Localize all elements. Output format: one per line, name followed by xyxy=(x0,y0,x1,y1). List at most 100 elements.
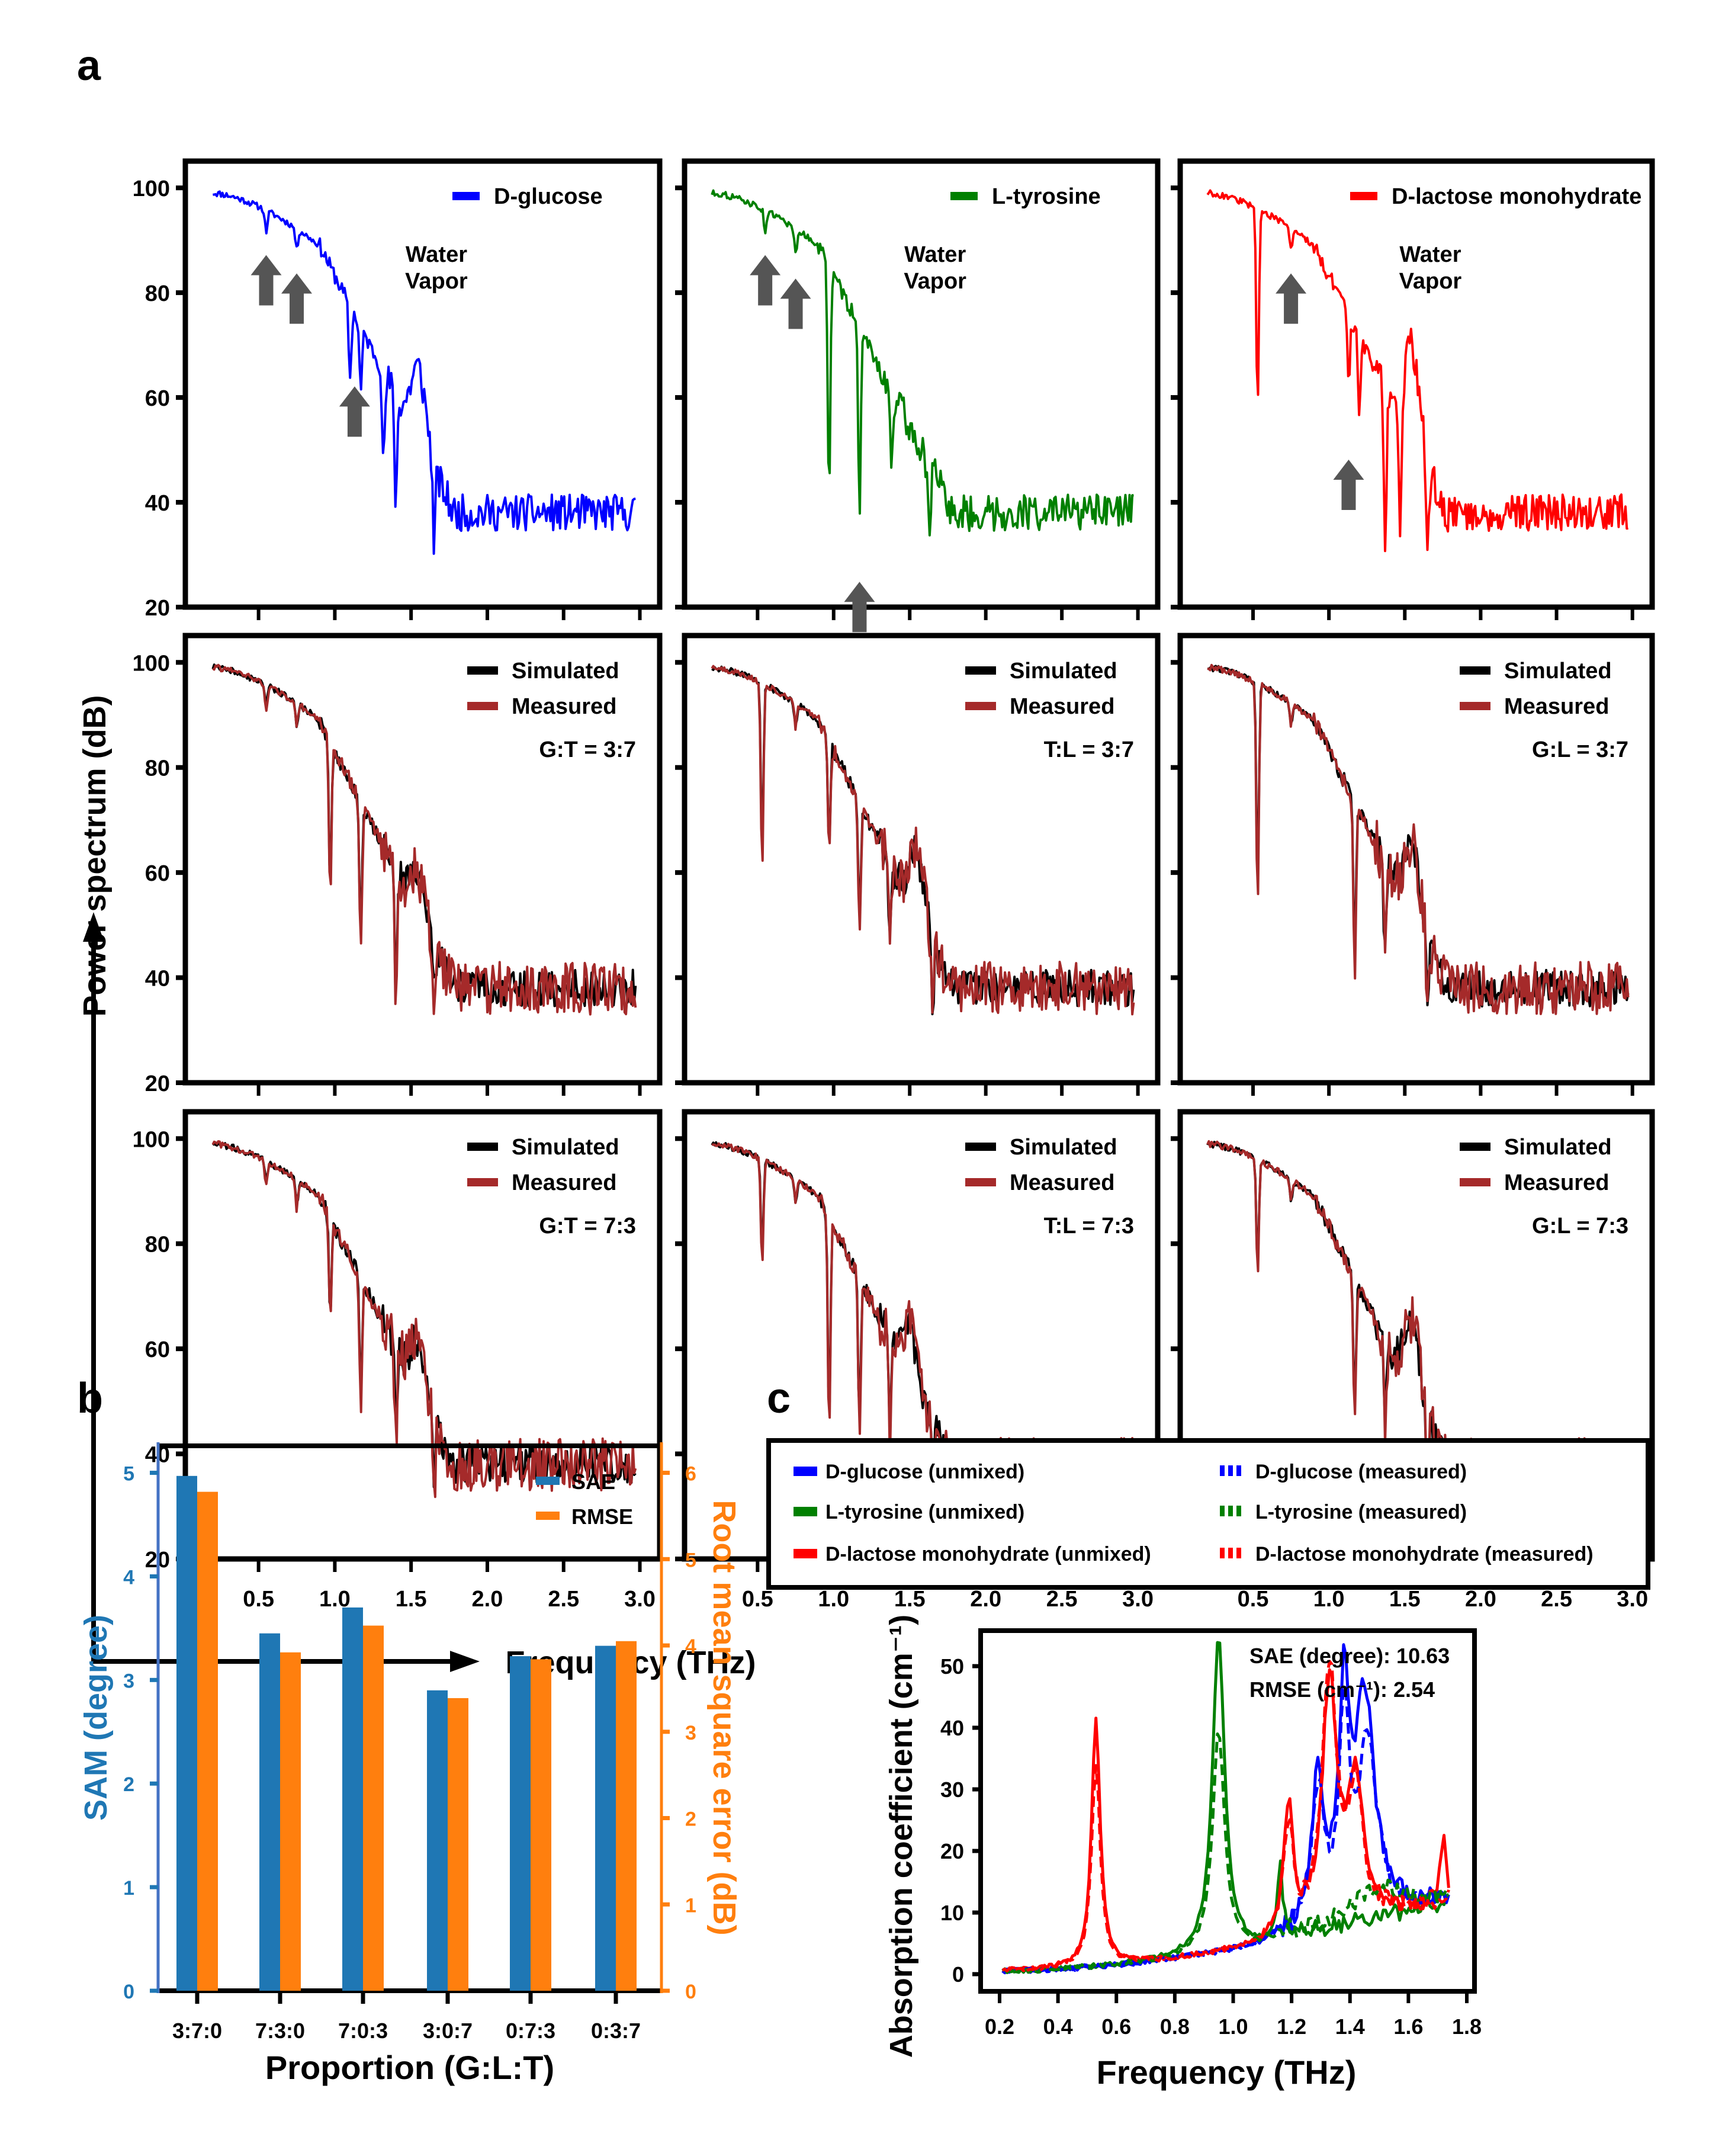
y-tick-label: 20 xyxy=(940,1839,964,1863)
spectrum-line xyxy=(213,190,636,555)
y-axis-label-right: Root mean square error (dB) xyxy=(706,1500,742,1935)
x-tick-label: 2.5 xyxy=(548,1587,579,1612)
mix-ratio-label: T:L = 7:3 xyxy=(1044,1214,1134,1239)
x-tick-label: 3:7:0 xyxy=(172,2019,222,2043)
y-tick-label: 40 xyxy=(145,967,170,992)
plot-frame xyxy=(682,633,1161,1086)
x-tick-label: 3:0:7 xyxy=(423,2019,473,2043)
legend-swatch-solid xyxy=(794,1507,817,1516)
legend-swatch-rmse xyxy=(536,1512,560,1520)
legend-label-simulated: Simulated xyxy=(1504,1135,1612,1160)
x-tick-label: 1.4 xyxy=(1335,2014,1365,2039)
legend-swatch-measured xyxy=(965,702,996,710)
x-tick-label: 1.5 xyxy=(1389,1587,1421,1612)
water-vapor-arrow-icon xyxy=(1276,273,1307,324)
x-tick-label: 1.2 xyxy=(1277,2014,1306,2039)
legend-swatch-measured xyxy=(467,702,498,710)
panel-label-a: a xyxy=(77,42,101,89)
x-tick-label: 0.5 xyxy=(243,1587,274,1612)
water-vapor-label: Vapor xyxy=(904,269,966,294)
x-tick-label: 0:7:3 xyxy=(506,2019,555,2043)
x-axis-label: Frequency (THz) xyxy=(1097,2054,1357,2091)
rmse-annotation: RMSE (cm⁻¹): 2.54 xyxy=(1249,1677,1435,1702)
y-tick-label-right: 1 xyxy=(685,1894,696,1917)
y-tick-label: 60 xyxy=(145,861,170,886)
mix-ratio-label: G:L = 7:3 xyxy=(1532,1214,1628,1239)
panel-c-chart: D-glucose (unmixed) L-tyrosine (unmixed) D… xyxy=(766,1438,1650,2091)
x-tick-label: 0.2 xyxy=(985,2014,1014,2039)
x-tick-label: 3.0 xyxy=(624,1587,656,1612)
y-tick-label-left: 2 xyxy=(123,1773,134,1796)
legend-swatch-measured xyxy=(965,1178,996,1186)
panel-label-b: b xyxy=(77,1375,103,1422)
y-tick-label-left: 1 xyxy=(123,1877,134,1900)
x-tick-label: 2.0 xyxy=(472,1587,503,1612)
x-tick-label: 0.4 xyxy=(1043,2014,1073,2039)
spectrum-line xyxy=(711,189,1134,537)
y-axis-label-left: SAM (degree) xyxy=(78,1615,114,1821)
plot-frame xyxy=(1177,633,1655,1086)
y-tick-label-right: 3 xyxy=(685,1722,696,1744)
legend-swatch-dashed xyxy=(1228,1465,1233,1476)
x-tick-label: 1.0 xyxy=(1313,1587,1345,1612)
legend-label-simulated: Simulated xyxy=(1504,659,1612,684)
panel-b-chart: 0 1 2 3 4 5 0 1 2 3 4 5 6 3:7:0 7:3:0 7:0:3 3:0:7 0:7:3 0:… xyxy=(78,1442,742,2086)
water-vapor-arrow-icon xyxy=(750,255,781,306)
mix-ratio-label: T:L = 3:7 xyxy=(1044,737,1134,762)
legend-swatch-measured xyxy=(467,1178,498,1186)
x-tick-label: 7:0:3 xyxy=(338,2019,388,2043)
measured-line xyxy=(211,1140,637,1499)
y-tick-label: 80 xyxy=(145,281,170,306)
panel-a-y-arrow xyxy=(83,912,104,1663)
plot-frame xyxy=(182,158,663,610)
x-tick-label: 0.6 xyxy=(1101,2014,1131,2039)
legend-swatch-dashed xyxy=(1228,1548,1233,1558)
legend-swatch-simulated xyxy=(467,1143,498,1151)
x-tick-label: 0.8 xyxy=(1160,2014,1190,2039)
y-tick-label: 80 xyxy=(145,756,170,781)
legend-label: D-glucose xyxy=(494,184,603,209)
legend-label-measured: Measured xyxy=(1010,694,1114,719)
bar-rmse xyxy=(280,1652,301,1991)
legend-swatch-simulated xyxy=(965,666,996,675)
plot-frame xyxy=(182,1109,663,1562)
legend-label-measured: Measured xyxy=(512,1170,616,1195)
y-tick-label: 10 xyxy=(940,1901,964,1925)
y-tick-label: 30 xyxy=(940,1778,964,1802)
y-tick-label: 20 xyxy=(145,1071,170,1096)
measured-line xyxy=(711,665,1135,1016)
water-vapor-arrow-icon xyxy=(339,386,370,437)
mix-ratio-label: G:L = 3:7 xyxy=(1532,737,1628,762)
water-vapor-arrow-icon xyxy=(1333,459,1364,510)
y-tick-label: 60 xyxy=(145,386,170,411)
x-tick-label: 7:3:0 xyxy=(255,2019,305,2043)
spectrum-panel-1-0: 20 40 60 80 100 Simulated Measured G:T = 3:7 xyxy=(133,633,663,1096)
legend-label-measured: Measured xyxy=(1010,1170,1114,1195)
x-axis-label: Proportion (G:L:T) xyxy=(265,2049,554,2086)
legend-swatch-dashed xyxy=(1236,1465,1241,1476)
y-tick-label-left: 5 xyxy=(123,1463,134,1486)
x-tick-label: 2.5 xyxy=(1541,1587,1572,1612)
mix-ratio-label: G:T = 7:3 xyxy=(539,1214,636,1239)
x-tick-label: 1.5 xyxy=(894,1587,926,1612)
legend-swatch-simulated xyxy=(1460,1143,1490,1151)
measured-line xyxy=(212,663,637,1016)
legend-label: L-tyrosine (measured) xyxy=(1255,1501,1467,1523)
y-tick-label-left: 4 xyxy=(123,1566,134,1589)
sae-annotation: SAE (degree): 10.63 xyxy=(1249,1644,1450,1668)
legend-label-simulated: Simulated xyxy=(512,659,619,684)
water-vapor-label: Water xyxy=(1399,242,1461,267)
y-tick-label-right: 2 xyxy=(685,1808,696,1831)
y-tick-label: 100 xyxy=(133,1127,170,1152)
legend-label: L-tyrosine (unmixed) xyxy=(825,1501,1024,1523)
y-tick-label: 60 xyxy=(145,1337,170,1362)
y-tick-label-left: 0 xyxy=(123,1981,134,2003)
plot-frame xyxy=(682,158,1161,610)
legend-swatch-dashed xyxy=(1236,1548,1241,1558)
y-tick-label: 40 xyxy=(940,1716,964,1740)
legend-swatch xyxy=(1350,192,1377,200)
x-tick-label: 1.0 xyxy=(818,1587,849,1612)
legend-label: L-tyrosine xyxy=(992,184,1101,209)
y-tick-label: 40 xyxy=(145,491,170,516)
